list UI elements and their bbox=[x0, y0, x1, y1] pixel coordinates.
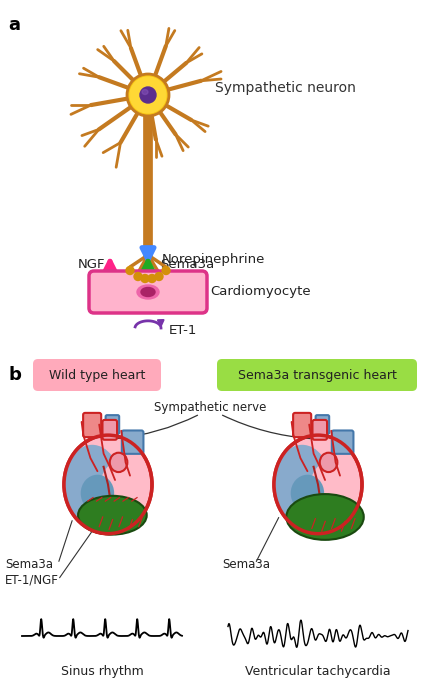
Ellipse shape bbox=[274, 435, 362, 534]
FancyBboxPatch shape bbox=[83, 413, 101, 437]
FancyBboxPatch shape bbox=[102, 420, 117, 440]
Ellipse shape bbox=[137, 285, 159, 299]
Ellipse shape bbox=[274, 445, 331, 524]
FancyBboxPatch shape bbox=[217, 359, 417, 391]
Text: Sema3a: Sema3a bbox=[222, 557, 270, 570]
Ellipse shape bbox=[141, 287, 155, 296]
Circle shape bbox=[134, 273, 142, 281]
Ellipse shape bbox=[100, 460, 142, 513]
Text: Ventricular tachycardia: Ventricular tachycardia bbox=[245, 665, 391, 678]
Ellipse shape bbox=[127, 74, 169, 116]
FancyBboxPatch shape bbox=[332, 431, 354, 454]
Circle shape bbox=[148, 275, 156, 283]
FancyBboxPatch shape bbox=[313, 420, 327, 440]
Text: Sema3a: Sema3a bbox=[160, 258, 214, 271]
FancyBboxPatch shape bbox=[106, 415, 119, 434]
Ellipse shape bbox=[130, 77, 166, 113]
Text: ET-1/NGF: ET-1/NGF bbox=[5, 574, 59, 586]
Text: a: a bbox=[8, 16, 20, 34]
Ellipse shape bbox=[286, 494, 364, 540]
Text: Wild type heart: Wild type heart bbox=[49, 369, 145, 382]
Circle shape bbox=[162, 266, 170, 275]
Ellipse shape bbox=[81, 475, 114, 512]
Ellipse shape bbox=[63, 445, 121, 524]
Ellipse shape bbox=[110, 453, 127, 472]
Text: Norepinephrine: Norepinephrine bbox=[162, 252, 265, 266]
Text: Sympathetic nerve: Sympathetic nerve bbox=[154, 401, 266, 414]
FancyBboxPatch shape bbox=[293, 413, 311, 437]
Text: Cardiomyocyte: Cardiomyocyte bbox=[210, 285, 310, 298]
Text: Sinus rhythm: Sinus rhythm bbox=[60, 665, 143, 678]
FancyBboxPatch shape bbox=[33, 359, 161, 391]
Text: NGF: NGF bbox=[77, 258, 105, 271]
Ellipse shape bbox=[64, 435, 152, 534]
FancyBboxPatch shape bbox=[122, 431, 143, 454]
Circle shape bbox=[155, 273, 163, 281]
Ellipse shape bbox=[140, 87, 156, 103]
Text: Sema3a transgenic heart: Sema3a transgenic heart bbox=[238, 369, 396, 382]
Ellipse shape bbox=[310, 460, 352, 513]
Text: ET-1: ET-1 bbox=[169, 323, 198, 336]
FancyBboxPatch shape bbox=[316, 415, 329, 434]
Ellipse shape bbox=[291, 475, 324, 512]
Ellipse shape bbox=[78, 496, 147, 534]
Text: b: b bbox=[8, 366, 21, 384]
Text: Sema3a: Sema3a bbox=[5, 557, 53, 570]
Circle shape bbox=[141, 275, 149, 283]
FancyBboxPatch shape bbox=[89, 271, 207, 313]
Text: Sympathetic neuron: Sympathetic neuron bbox=[215, 81, 356, 95]
Ellipse shape bbox=[320, 453, 338, 472]
Ellipse shape bbox=[142, 89, 148, 94]
Circle shape bbox=[126, 266, 134, 275]
